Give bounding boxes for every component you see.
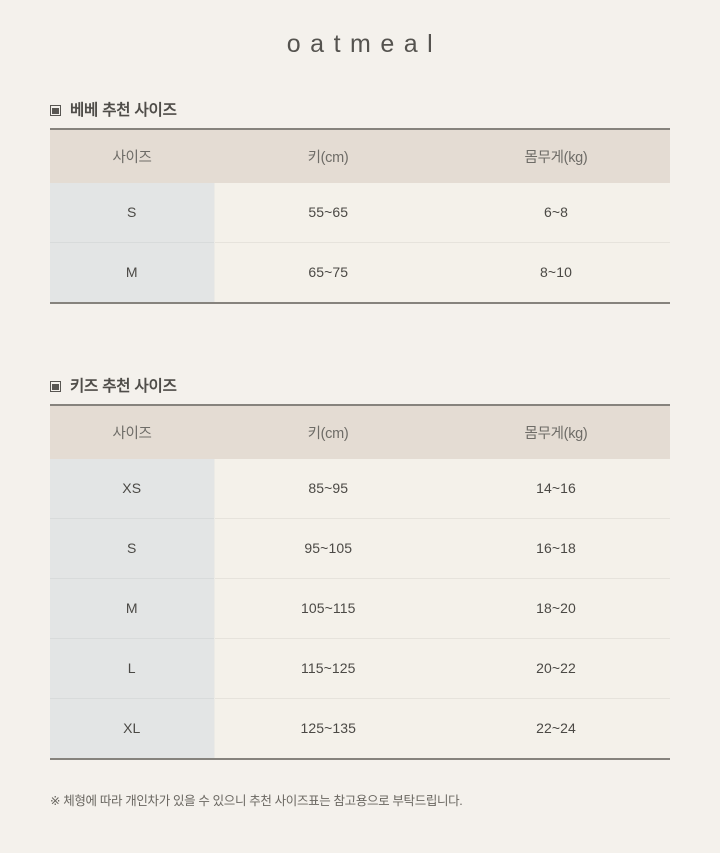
table-header-row: 사이즈 키(cm) 몸무게(kg) <box>50 128 670 183</box>
cell-size: L <box>50 637 215 698</box>
table-row: S 95~105 16~18 <box>50 517 670 578</box>
table-body: XS 85~95 14~16 S 95~105 16~18 M 105~115 … <box>50 458 670 759</box>
cell-weight: 6~8 <box>442 182 670 242</box>
section-heading-kids: 키즈 추천 사이즈 <box>50 379 670 395</box>
table-head: 사이즈 키(cm) 몸무게(kg) <box>50 404 670 459</box>
size-table-kids: 사이즈 키(cm) 몸무게(kg) XS 85~95 14~16 S 95~10… <box>50 403 670 760</box>
table-row: M 105~115 18~20 <box>50 577 670 638</box>
table-header-row: 사이즈 키(cm) 몸무게(kg) <box>50 404 670 459</box>
cell-weight: 18~20 <box>442 577 670 638</box>
section-kids: 키즈 추천 사이즈 사이즈 키(cm) 몸무게(kg) XS 85~95 14~… <box>50 379 670 760</box>
cell-weight: 14~16 <box>442 458 670 518</box>
cell-weight: 20~22 <box>442 637 670 698</box>
column-header-height: 키(cm) <box>214 128 442 183</box>
brand-title: oatmeal <box>286 30 443 58</box>
section-heading-label: 키즈 추천 사이즈 <box>70 378 177 395</box>
filled-square-bullet-icon <box>50 105 61 117</box>
table-row: L 115~125 20~22 <box>50 637 670 698</box>
footnote-text: ※ 체형에 따라 개인차가 있을 수 있으니 추천 사이즈표는 참고용으로 부탁… <box>50 794 463 808</box>
cell-height: 55~65 <box>214 182 442 242</box>
filled-square-bullet-icon <box>50 381 61 393</box>
cell-height: 85~95 <box>214 458 442 518</box>
section-bebe: 베베 추천 사이즈 사이즈 키(cm) 몸무게(kg) S 55~65 6~8 <box>50 103 670 304</box>
column-header-weight: 몸무게(kg) <box>442 404 670 459</box>
cell-height: 115~125 <box>214 637 442 698</box>
cell-size: S <box>50 182 215 242</box>
table-head: 사이즈 키(cm) 몸무게(kg) <box>50 128 670 183</box>
column-header-size: 사이즈 <box>50 404 214 459</box>
section-heading-label: 베베 추천 사이즈 <box>70 102 177 119</box>
cell-height: 105~115 <box>214 577 442 638</box>
cell-size: M <box>50 577 215 638</box>
cell-weight: 8~10 <box>442 241 670 303</box>
size-table-bebe: 사이즈 키(cm) 몸무게(kg) S 55~65 6~8 M 65~75 8~… <box>50 127 670 304</box>
table-row: S 55~65 6~8 <box>50 182 670 242</box>
cell-height: 95~105 <box>214 517 442 578</box>
table-row: XS 85~95 14~16 <box>50 458 670 518</box>
table-body: S 55~65 6~8 M 65~75 8~10 <box>50 182 670 303</box>
cell-size: XS <box>50 458 215 518</box>
cell-weight: 16~18 <box>442 517 670 578</box>
cell-height: 65~75 <box>214 241 442 303</box>
column-header-weight: 몸무게(kg) <box>442 128 670 183</box>
cell-weight: 22~24 <box>442 697 670 759</box>
table-row: M 65~75 8~10 <box>50 241 670 303</box>
cell-size: XL <box>50 697 215 759</box>
cell-height: 125~135 <box>214 697 442 759</box>
section-heading-bebe: 베베 추천 사이즈 <box>50 103 670 119</box>
column-header-size: 사이즈 <box>50 128 214 183</box>
column-header-height: 키(cm) <box>214 404 442 459</box>
table-row: XL 125~135 22~24 <box>50 697 670 759</box>
cell-size: M <box>50 241 215 303</box>
cell-size: S <box>50 517 215 578</box>
